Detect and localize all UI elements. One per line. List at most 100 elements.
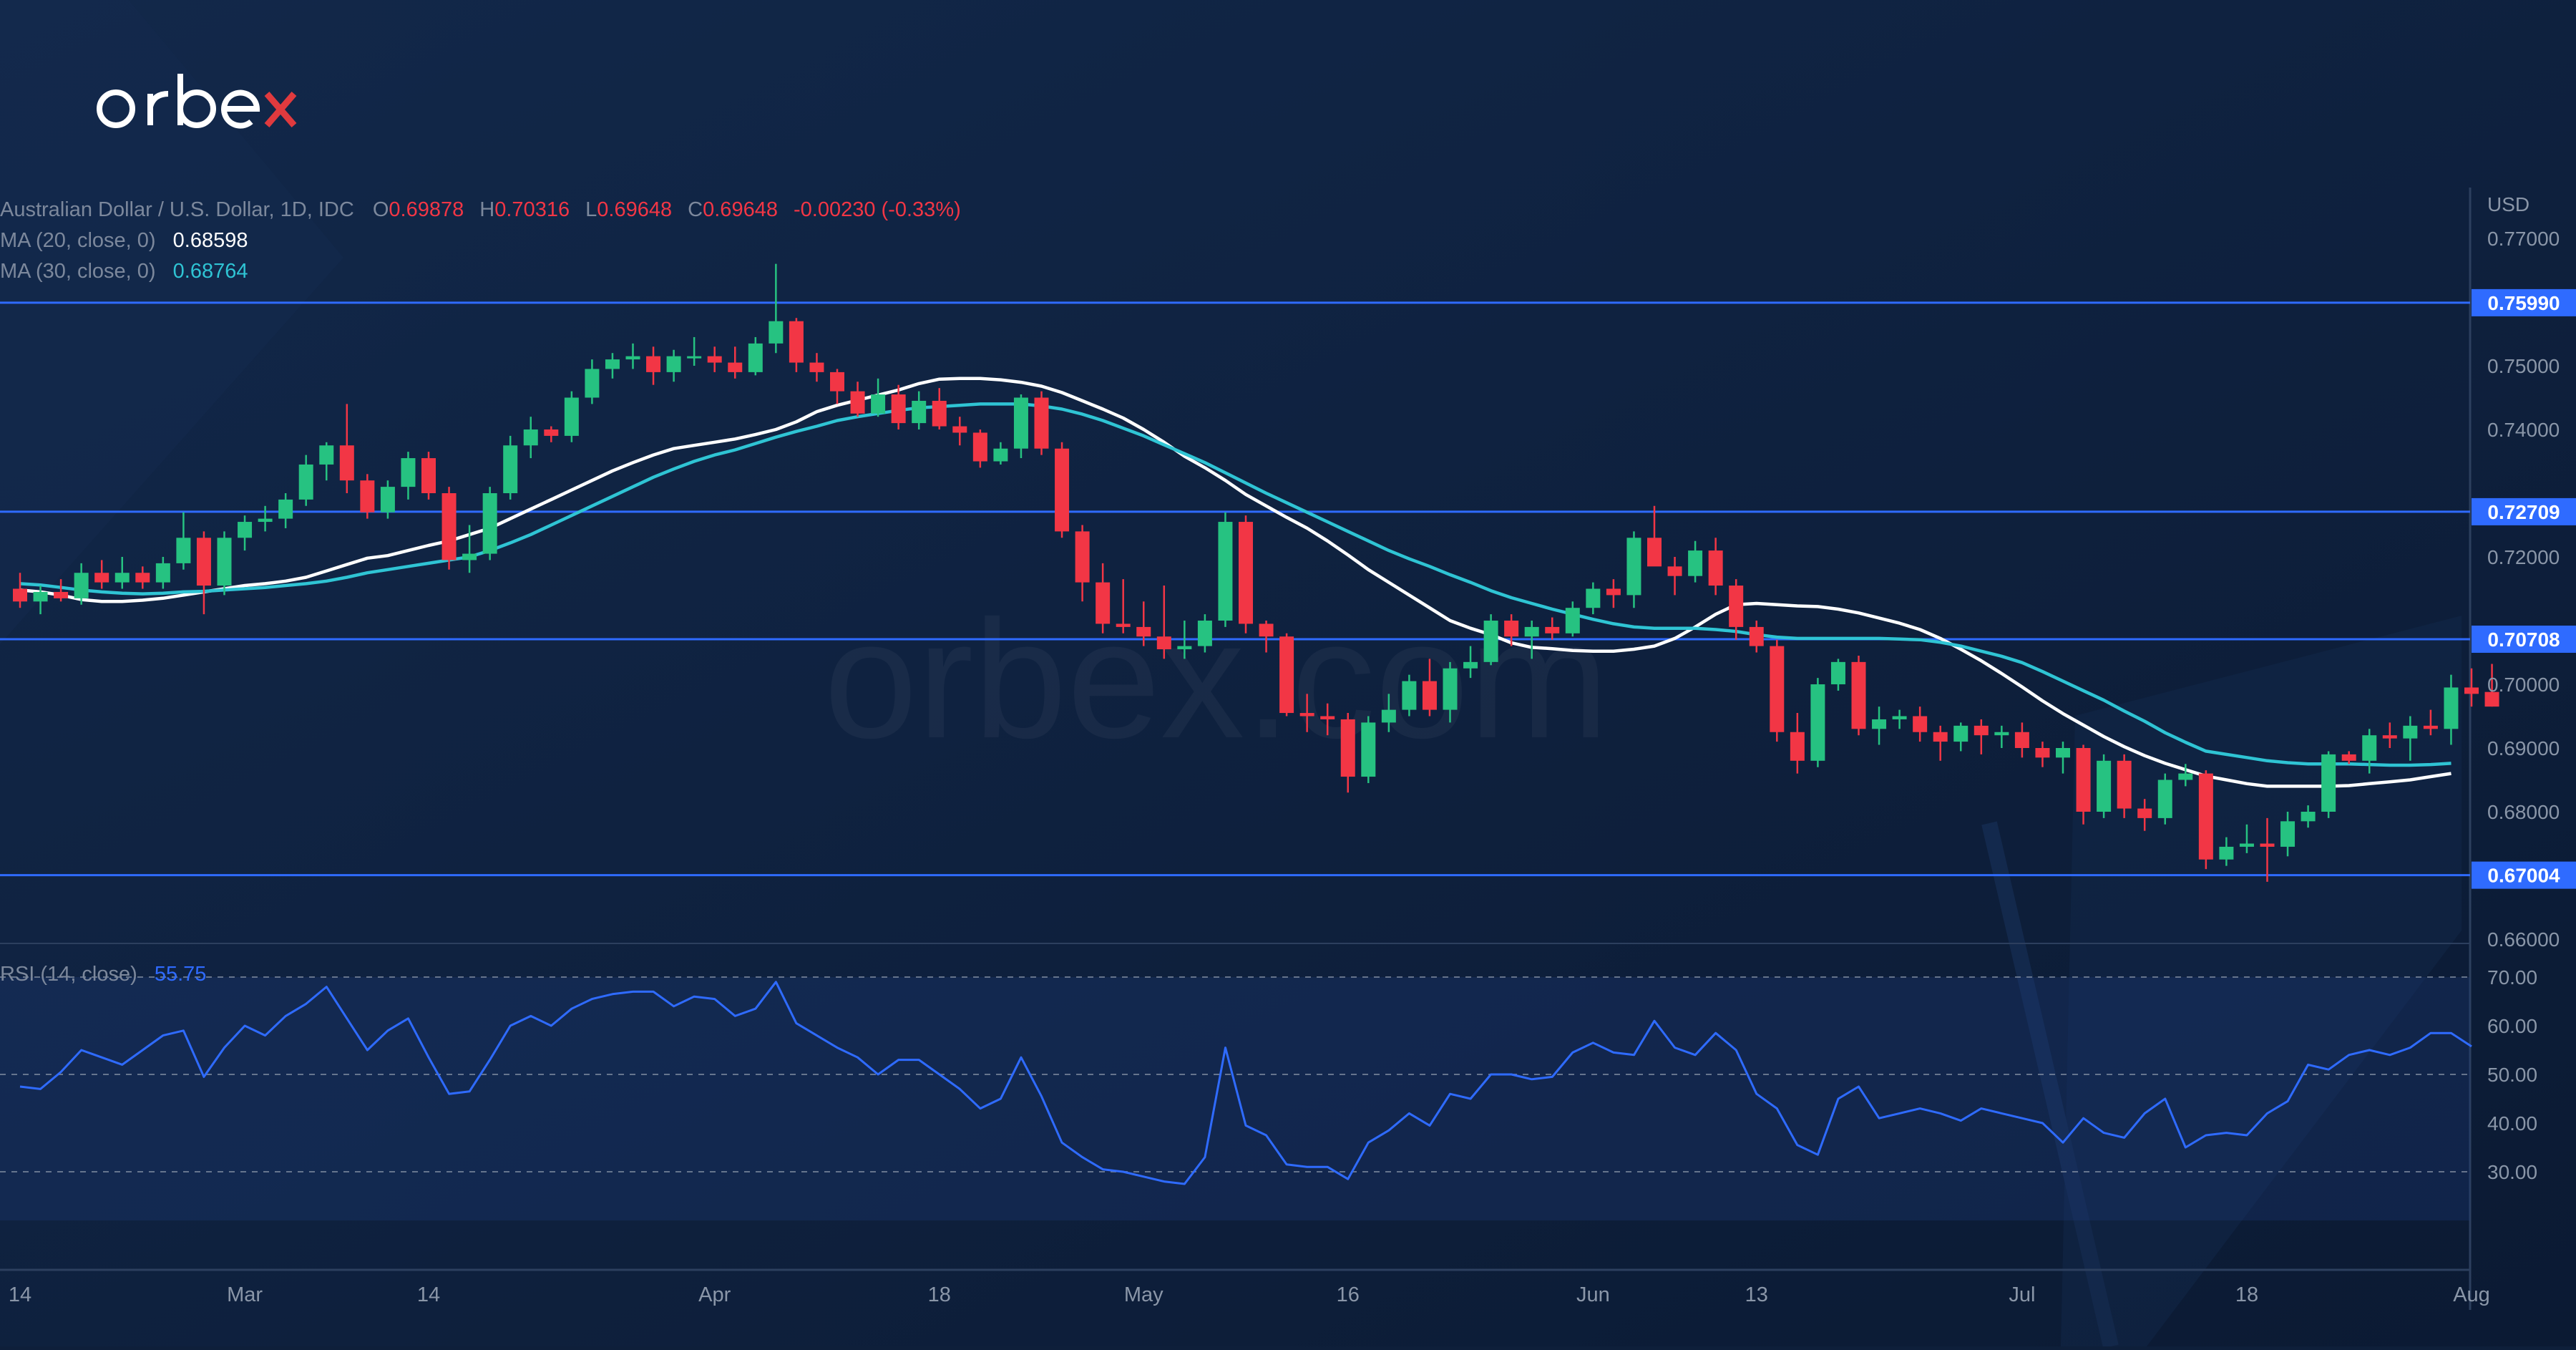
candle [2362, 729, 2377, 774]
candle [2321, 751, 2336, 818]
candle-body [1463, 661, 1478, 669]
candle-body [1913, 716, 1928, 732]
candle-body [1994, 732, 2009, 736]
price-tick-label: 0.70000 [2487, 674, 2560, 696]
candle-body [339, 445, 354, 481]
candle [666, 349, 681, 382]
candle [13, 573, 27, 608]
candle-body [1259, 623, 1274, 637]
candle-body [135, 573, 150, 583]
candle-body [993, 448, 1008, 462]
candle [176, 512, 191, 570]
candle [932, 388, 947, 429]
rsi-line [19, 981, 2472, 1185]
candle [1116, 579, 1131, 633]
candle-body [605, 359, 620, 369]
candle-body [54, 591, 69, 598]
ma30-label: MA (30, close, 0) [0, 260, 156, 283]
price-tick-label: 0.68000 [2487, 801, 2560, 823]
candle-body [1177, 646, 1192, 650]
candle-body [176, 538, 191, 563]
candle-body [503, 445, 518, 493]
candle [2076, 744, 2091, 825]
candle [769, 263, 784, 354]
price-tick-label: 0.74000 [2487, 419, 2560, 441]
price-tick-label: 0.66000 [2487, 928, 2560, 951]
low-label: L [585, 198, 597, 221]
candle-body [1402, 681, 1417, 710]
candle [155, 557, 170, 589]
candle [2403, 716, 2418, 761]
candlestick-series [13, 263, 2499, 882]
candle-body [1197, 621, 1212, 646]
candle-body [1422, 681, 1437, 710]
candle-body [2035, 748, 2050, 758]
time-tick-label: 13 [1745, 1283, 1768, 1306]
open-label: O [373, 198, 389, 221]
candle [1851, 655, 1866, 736]
candle [830, 369, 844, 404]
candle-body [2362, 735, 2377, 761]
candle-body [1381, 709, 1396, 723]
candle-body [1626, 538, 1641, 596]
candle-body [441, 493, 457, 560]
candle [1299, 694, 1314, 732]
candle-body [687, 356, 702, 359]
level-tag [2472, 861, 2576, 889]
candle [625, 343, 640, 369]
candle-body [1933, 732, 1948, 742]
candle [850, 382, 865, 417]
candle-body [1830, 661, 1845, 684]
candle-body [2321, 754, 2336, 812]
candle-body [1443, 668, 1458, 710]
candle-body [1096, 582, 1111, 624]
candle [687, 336, 702, 366]
candle [1340, 713, 1355, 793]
candle-body [891, 394, 906, 424]
candle-body [2403, 725, 2418, 739]
candle-body [74, 573, 89, 598]
candle [952, 417, 967, 446]
svg-text:Australian Dollar / U.S. Dolla: Australian Dollar / U.S. Dollar, 1D, IDC… [0, 198, 961, 221]
time-tick-label: Jun [1576, 1283, 1610, 1306]
candle-body [2280, 821, 2296, 847]
candle-body [2464, 687, 2479, 694]
high-label: H [479, 198, 494, 221]
time-tick-label: 18 [928, 1283, 951, 1306]
candle [1770, 639, 1785, 742]
candle [482, 487, 497, 560]
price-tick-label: 0.77000 [2487, 228, 2560, 250]
candle-body [2239, 843, 2254, 847]
candle-body [217, 538, 232, 586]
candle [1667, 557, 1682, 596]
level-tag [2472, 625, 2576, 653]
rsi-series [19, 981, 2472, 1185]
candle-body [2178, 773, 2193, 780]
candle [789, 318, 804, 372]
candle [1994, 725, 2009, 748]
candle-body [114, 573, 130, 583]
time-tick-label: 14 [9, 1283, 31, 1306]
candle [2056, 742, 2070, 774]
candle [1892, 709, 1907, 729]
candle [2301, 805, 2316, 828]
candle [2464, 668, 2479, 707]
candle [585, 359, 600, 404]
candle [728, 346, 743, 379]
candle [2117, 754, 2132, 818]
candle-body [564, 397, 579, 436]
candle [1586, 582, 1601, 615]
candle-body [380, 487, 395, 513]
candle [114, 557, 130, 589]
time-tick-label: 18 [2235, 1283, 2258, 1306]
candle [1218, 512, 1233, 627]
candle [993, 442, 1008, 465]
rsi-tick-label: 30.00 [2487, 1161, 2537, 1183]
candle [809, 353, 824, 382]
candle [1545, 617, 1560, 640]
level-tag [2472, 497, 2576, 525]
candle-body [482, 493, 497, 554]
candle-body [769, 321, 784, 344]
candle [1361, 716, 1376, 783]
